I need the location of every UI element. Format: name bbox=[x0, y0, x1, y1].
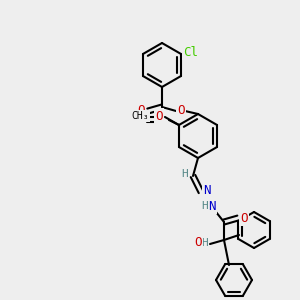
Text: O: O bbox=[177, 104, 185, 118]
Text: O: O bbox=[240, 212, 248, 224]
Text: O: O bbox=[155, 112, 163, 124]
Text: H: H bbox=[202, 238, 208, 248]
Text: O: O bbox=[155, 110, 163, 122]
Text: N: N bbox=[203, 184, 211, 196]
Text: H: H bbox=[182, 169, 188, 179]
Text: O: O bbox=[194, 236, 202, 250]
Text: CH₃: CH₃ bbox=[131, 111, 149, 121]
Text: O: O bbox=[138, 113, 144, 123]
Text: N: N bbox=[208, 200, 216, 212]
Text: Cl: Cl bbox=[184, 46, 199, 59]
Text: O: O bbox=[137, 104, 145, 118]
Text: H: H bbox=[202, 201, 208, 211]
